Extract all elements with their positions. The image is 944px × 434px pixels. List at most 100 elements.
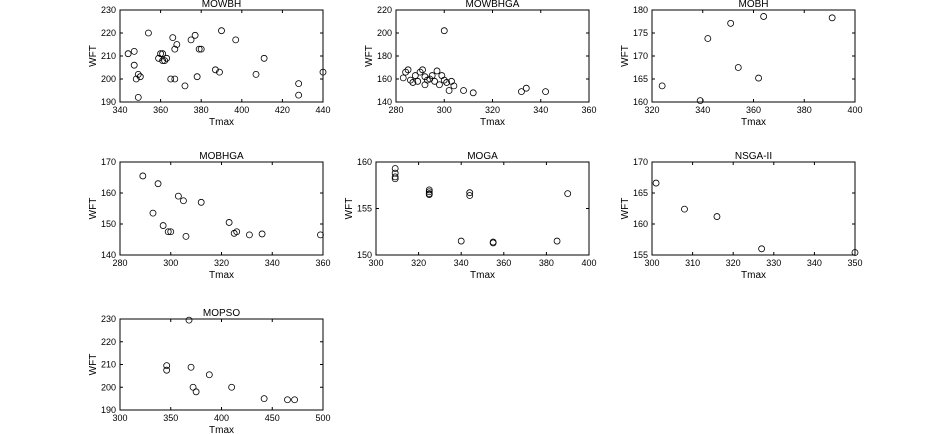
data-point <box>440 76 448 84</box>
data-point <box>402 68 410 76</box>
data-point <box>159 50 167 58</box>
x-axis-label: Tmax <box>470 270 495 281</box>
subplot-mobh: 320 340 360 380 400 160 165 170 175 180 MOBH Tmax WF… <box>620 0 863 128</box>
x-tick-label: 400 <box>581 258 596 268</box>
plot-frame <box>651 9 856 103</box>
chart-title: MOWBH <box>202 0 241 10</box>
data-point <box>193 73 201 81</box>
data-point <box>466 189 474 197</box>
y-tick-label: 160 <box>633 97 648 107</box>
data-point <box>425 188 433 196</box>
y-tick-label: 155 <box>633 250 648 260</box>
y-tick-label: 170 <box>633 157 648 167</box>
y-tick-label: 220 <box>101 337 116 347</box>
x-tick-label: 350 <box>847 258 862 268</box>
y-tick-label: 140 <box>377 97 392 107</box>
y-tick-label: 200 <box>101 382 116 392</box>
data-point <box>457 237 465 245</box>
chart-title: MOBH <box>739 0 769 10</box>
data-point <box>851 249 859 256</box>
data-point <box>225 219 233 226</box>
data-point <box>197 45 205 53</box>
y-axis-label: WFT <box>344 198 355 220</box>
data-point <box>260 395 268 403</box>
y-tick-label: 140 <box>101 250 116 260</box>
x-tick-label: 280 <box>112 258 127 268</box>
data-point <box>713 213 721 220</box>
data-point <box>522 84 530 92</box>
plot-frame <box>119 9 324 103</box>
data-point <box>727 19 735 27</box>
x-tick-label: 340 <box>112 105 127 115</box>
data-point <box>182 232 190 240</box>
x-tick-label: 340 <box>807 258 822 268</box>
data-point <box>232 36 240 44</box>
x-tick-label: 300 <box>437 105 452 115</box>
data-point <box>163 366 171 374</box>
data-point <box>139 172 147 180</box>
y-tick-label: 210 <box>101 51 116 61</box>
x-tick-label: 400 <box>214 413 229 423</box>
plot-frame <box>651 161 856 256</box>
x-tick-label: 440 <box>315 105 330 115</box>
x-axis-label: Tmax <box>209 425 234 434</box>
data-point <box>436 81 443 89</box>
subplot-mopso: 300 350 400 450 500 190 200 210 220 230 MOPSO Tmax W… <box>88 308 331 434</box>
data-point <box>155 54 162 62</box>
x-tick-label: 400 <box>847 105 862 115</box>
y-tick-label: 160 <box>633 219 648 229</box>
data-point <box>187 36 195 44</box>
x-tick-label: 360 <box>581 105 596 115</box>
data-point <box>518 88 525 96</box>
data-point <box>295 80 303 87</box>
plot-frame <box>119 161 324 256</box>
y-tick-label: 230 <box>101 5 116 15</box>
plot-frame <box>395 9 590 103</box>
subplot-nsga-ii: 300 310 320 330 340 350 155 160 165 170 NSGA-II Tma… <box>620 151 863 281</box>
x-tick-label: 380 <box>797 105 812 115</box>
x-tick-label: 360 <box>496 258 511 268</box>
x-tick-label: 300 <box>644 258 659 268</box>
data-point <box>438 72 446 79</box>
data-point <box>391 173 399 181</box>
data-point <box>159 222 167 229</box>
x-tick-label: 340 <box>695 105 710 115</box>
y-tick-label: 165 <box>633 188 648 198</box>
chart-title: MOGA <box>467 151 498 162</box>
y-tick-label: 200 <box>101 74 116 84</box>
y-tick-label: 155 <box>357 204 372 214</box>
data-point <box>421 81 429 89</box>
plot-frame <box>375 161 590 256</box>
y-tick-label: 165 <box>633 74 648 84</box>
x-tick-label: 310 <box>685 258 700 268</box>
data-point <box>414 77 422 85</box>
y-tick-label: 190 <box>101 405 116 415</box>
data-point <box>130 61 138 69</box>
data-point <box>195 45 203 53</box>
y-tick-label: 180 <box>377 51 392 61</box>
y-tick-label: 160 <box>101 188 116 198</box>
data-point <box>416 68 424 76</box>
chart-title: MOWBHGA <box>466 0 520 10</box>
y-tick-label: 190 <box>101 97 116 107</box>
data-point <box>652 179 660 187</box>
x-tick-label: 350 <box>163 413 178 423</box>
data-point <box>218 27 225 35</box>
data-point <box>411 72 419 79</box>
chart-title: NSGA-II <box>735 151 772 162</box>
data-point <box>760 13 768 20</box>
data-point <box>425 191 433 198</box>
data-point <box>180 197 187 205</box>
chart-title: MOBHGA <box>199 151 244 162</box>
y-axis-label: WFT <box>88 198 99 220</box>
data-point <box>319 68 327 76</box>
data-point <box>258 230 266 238</box>
data-point <box>391 175 399 183</box>
data-point <box>469 89 477 97</box>
data-point <box>391 165 399 172</box>
data-point <box>284 396 291 404</box>
data-point <box>391 169 399 177</box>
data-point <box>466 192 474 199</box>
x-tick-label: 360 <box>153 105 168 115</box>
chart-title: MOPSO <box>203 308 240 319</box>
